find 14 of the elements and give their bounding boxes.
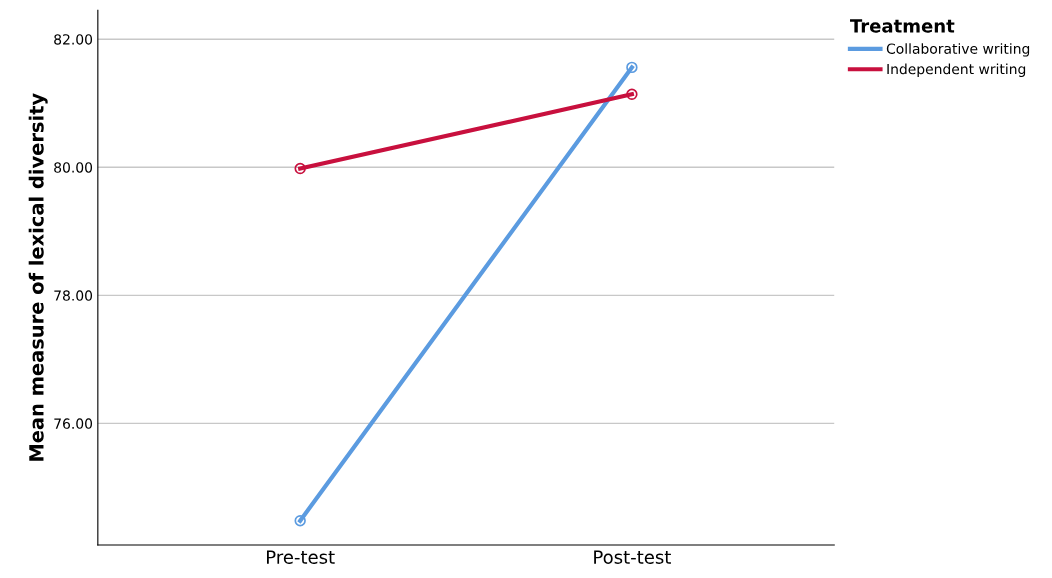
x-tick-label: Pre-test	[267, 550, 335, 564]
x-tick-label: Post-test	[594, 550, 671, 564]
y-tick-label: 78.00	[54, 290, 93, 301]
y-tick-label: 80.00	[54, 162, 93, 173]
legend-title: Treatment	[850, 19, 955, 33]
y-tick-label: 82.00	[54, 34, 93, 45]
point	[626, 88, 638, 100]
legend-label: Independent writing	[887, 63, 1026, 77]
point	[626, 61, 638, 74]
point	[294, 162, 306, 175]
y-axis-title: Mean measure of lexical diversity	[28, 93, 48, 461]
point	[294, 515, 306, 527]
legend-label: Collaborative writing	[886, 43, 1030, 57]
y-tick-label: 76.00	[54, 418, 93, 429]
